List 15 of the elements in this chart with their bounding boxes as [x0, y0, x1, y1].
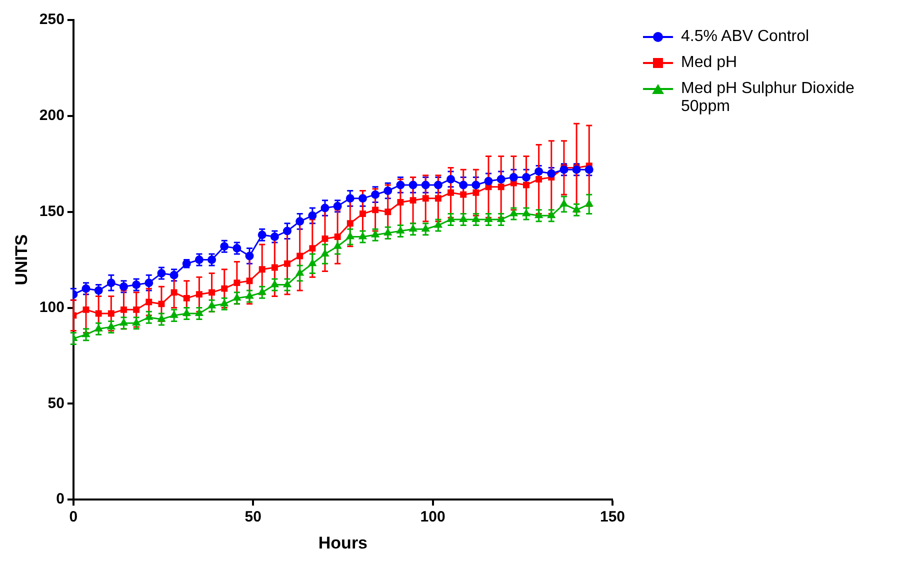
x-axis-title: Hours: [318, 533, 368, 552]
legend-label: Med pH Sulphur Dioxide 50ppm: [681, 80, 856, 116]
y-tick-label: 0: [56, 490, 64, 508]
y-tick-label: 250: [39, 11, 64, 28]
x-tick-label: 150: [600, 508, 625, 526]
y-tick-label: 200: [39, 107, 64, 124]
y-tick-label: 50: [48, 394, 64, 412]
y-tick-label: 150: [39, 202, 64, 220]
y-tick-label: 100: [39, 298, 64, 316]
x-tick-label: 50: [244, 508, 262, 526]
x-tick-label: 100: [420, 508, 446, 526]
y-axis-title: UNITS: [12, 234, 31, 286]
legend-label: 4.5% ABV Control: [681, 28, 810, 46]
legend-label: Med pH: [681, 54, 738, 72]
x-tick-label: 0: [69, 508, 78, 526]
